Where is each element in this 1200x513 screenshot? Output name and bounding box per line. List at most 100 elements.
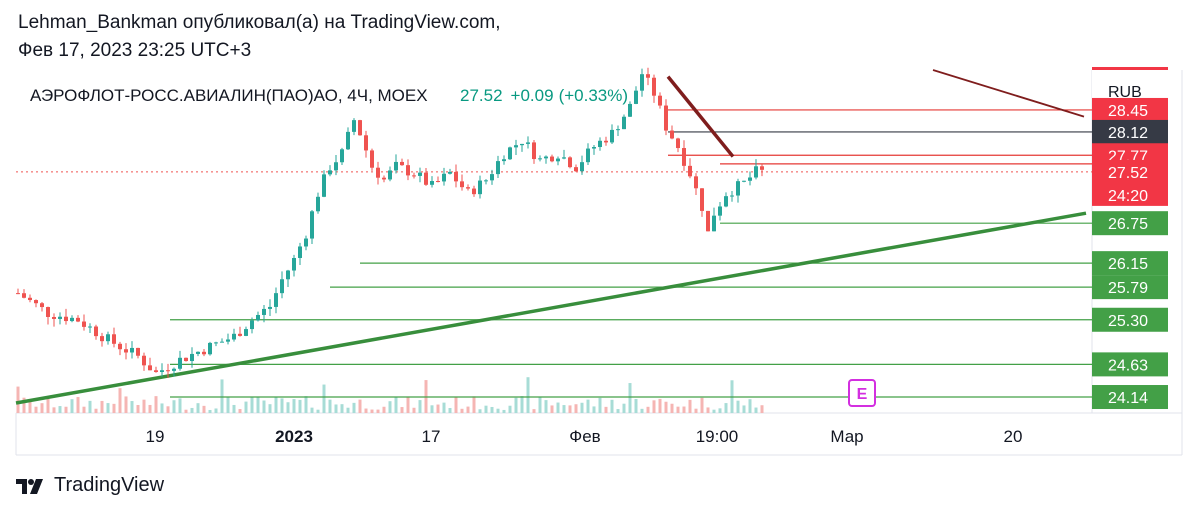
candle-body [370, 150, 374, 168]
candle-body [136, 347, 140, 356]
candle-body [64, 316, 68, 322]
price-label-26-75 [1092, 211, 1168, 236]
price-label-25-30 [1092, 307, 1168, 332]
candle-body [310, 211, 314, 239]
volume-bar [16, 386, 20, 413]
candle-body [640, 74, 644, 91]
candle-body [160, 370, 164, 373]
candle-body [664, 105, 668, 131]
volume-bar [232, 404, 236, 413]
price-label-text: 28.45 [1108, 103, 1148, 120]
volume-bar [274, 397, 278, 413]
candle-body [244, 329, 248, 336]
resistance-trendline[interactable] [666, 75, 735, 158]
candle-body [268, 306, 272, 309]
price-label-text: 26.15 [1108, 256, 1148, 273]
volume-bar [694, 408, 698, 413]
candle-body [40, 303, 44, 308]
volume-bar [214, 408, 218, 413]
volume-bar [724, 403, 728, 413]
candle-body [190, 353, 194, 362]
candle-body [622, 116, 626, 130]
candle-body [262, 308, 266, 315]
candle-body [172, 368, 176, 371]
volume-bar [166, 406, 170, 413]
volume-bar [592, 406, 596, 413]
candle-body [562, 157, 566, 159]
volume-bar [496, 408, 500, 413]
volume-bar [448, 408, 452, 413]
tradingview-logo[interactable]: TradingView [16, 474, 164, 497]
candle-body [448, 171, 452, 174]
price-label-28-45 [1092, 97, 1168, 122]
candle-body [556, 158, 560, 162]
candle-body [574, 167, 578, 172]
candle-body [520, 143, 524, 146]
volume-bar [688, 399, 692, 413]
candle-body [568, 157, 572, 168]
upper-trendline[interactable] [932, 69, 1085, 118]
candle-body [286, 270, 290, 280]
plot-area[interactable] [16, 70, 1092, 413]
candle-body [322, 174, 326, 197]
volume-bar [190, 407, 194, 413]
volume-bar [298, 399, 302, 413]
candle-body [316, 196, 320, 212]
candle-body [400, 161, 404, 166]
volume-bar [490, 406, 494, 413]
price-label-text: 25.30 [1108, 313, 1148, 330]
candle-body [442, 173, 446, 182]
volume-bar [280, 398, 284, 413]
price-label-27-52 [1092, 159, 1168, 206]
candle-body [502, 159, 506, 162]
volume-bar [382, 406, 386, 413]
volume-bar [142, 399, 146, 413]
volume-bar [664, 401, 668, 413]
candle-body [202, 351, 206, 355]
volume-bar [556, 402, 560, 413]
price-labels: 28.9328.4528.1227.7727.5224:2026.7526.15… [1092, 66, 1168, 410]
volume-bar [454, 397, 458, 413]
candle-body [628, 103, 632, 117]
volume-bar [286, 402, 290, 413]
volume-bar [316, 409, 320, 413]
candle-body [508, 147, 512, 160]
candle-body [154, 370, 158, 373]
volume-bar [472, 396, 476, 413]
candle-body [514, 145, 518, 148]
volume-bar [610, 399, 614, 413]
candle-body [88, 326, 92, 328]
candle-body [694, 176, 698, 189]
volume-bar [262, 400, 266, 413]
candle-body [652, 77, 656, 96]
candle-body [22, 293, 26, 298]
candle-body [214, 342, 218, 344]
support-trendline[interactable] [15, 211, 1087, 405]
candle-body [46, 307, 50, 317]
candle-body [490, 174, 494, 181]
volume-bar [340, 404, 344, 413]
price-label-26-15 [1092, 251, 1168, 276]
volume-bar [82, 406, 86, 413]
candle-body [706, 210, 710, 232]
candle-body [586, 148, 590, 163]
volume-bar [160, 403, 164, 413]
candle-body [412, 175, 416, 177]
volume-bar [244, 401, 248, 413]
candle-body [394, 161, 398, 171]
candles [16, 67, 764, 379]
candle-body [256, 314, 260, 321]
volume-bar [430, 405, 434, 413]
candle-body [178, 357, 182, 369]
candle-body [496, 161, 500, 175]
earnings-marker-box[interactable] [848, 379, 876, 407]
candle-body [424, 172, 428, 185]
earnings-marker[interactable]: E [848, 379, 876, 407]
volume-bar [346, 407, 350, 413]
candle-body [598, 140, 602, 148]
candle-body [76, 317, 80, 322]
candle-body [148, 365, 152, 371]
candle-body [712, 215, 716, 232]
volume-bar [466, 406, 470, 413]
